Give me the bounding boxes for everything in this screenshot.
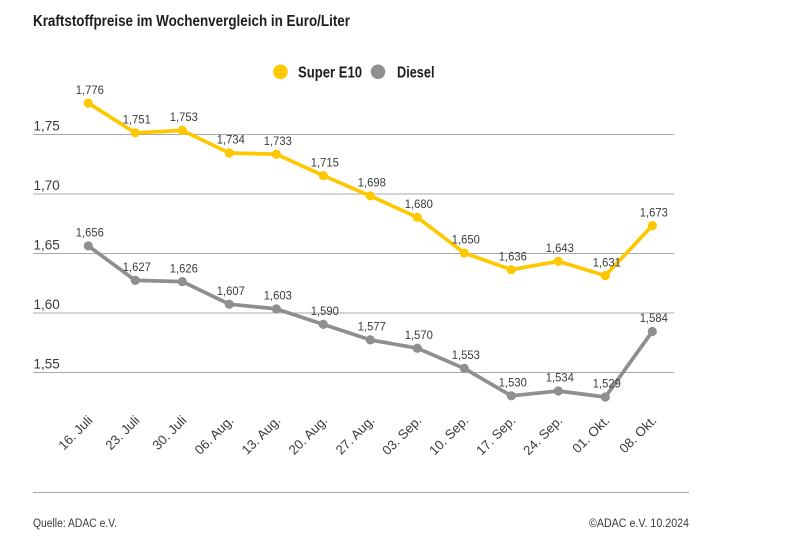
svg-text:Super E10: Super E10	[298, 65, 362, 82]
svg-text:Quelle: ADAC e.V.: Quelle: ADAC e.V.	[33, 518, 117, 530]
svg-text:1,656: 1,656	[76, 226, 104, 240]
svg-text:1,680: 1,680	[405, 197, 433, 211]
svg-text:1,753: 1,753	[170, 110, 198, 124]
svg-text:1,65: 1,65	[34, 237, 60, 252]
svg-text:1,590: 1,590	[311, 304, 339, 318]
svg-text:1,734: 1,734	[217, 133, 245, 147]
svg-text:1,553: 1,553	[452, 348, 480, 362]
svg-text:1,715: 1,715	[311, 155, 339, 169]
svg-text:©ADAC e.V. 10.2024: ©ADAC e.V. 10.2024	[589, 518, 690, 530]
svg-text:1,55: 1,55	[34, 356, 60, 371]
svg-text:1,584: 1,584	[640, 311, 668, 325]
svg-text:1,529: 1,529	[593, 377, 621, 391]
svg-text:1,626: 1,626	[170, 261, 198, 275]
svg-text:1,631: 1,631	[593, 255, 621, 269]
svg-text:1,607: 1,607	[217, 284, 245, 298]
svg-text:1,603: 1,603	[264, 289, 292, 303]
svg-text:1,776: 1,776	[76, 83, 104, 97]
svg-text:1,673: 1,673	[640, 205, 668, 219]
svg-text:1,627: 1,627	[123, 260, 151, 274]
svg-text:1,534: 1,534	[546, 371, 574, 385]
svg-text:1,75: 1,75	[34, 118, 60, 133]
svg-text:1,751: 1,751	[123, 113, 151, 127]
svg-text:1,577: 1,577	[358, 320, 386, 334]
svg-text:1,70: 1,70	[34, 178, 60, 193]
svg-text:1,643: 1,643	[546, 241, 574, 255]
svg-text:1,570: 1,570	[405, 328, 433, 342]
svg-text:Kraftstoffpreise im Wochenverg: Kraftstoffpreise im Wochenvergleich in E…	[33, 13, 350, 30]
svg-text:1,530: 1,530	[499, 376, 527, 390]
svg-text:1,733: 1,733	[264, 134, 292, 148]
svg-text:1,60: 1,60	[34, 297, 60, 312]
svg-text:1,698: 1,698	[358, 176, 386, 190]
svg-text:1,650: 1,650	[452, 233, 480, 247]
svg-text:1,636: 1,636	[499, 249, 527, 263]
svg-text:Diesel: Diesel	[397, 65, 435, 82]
